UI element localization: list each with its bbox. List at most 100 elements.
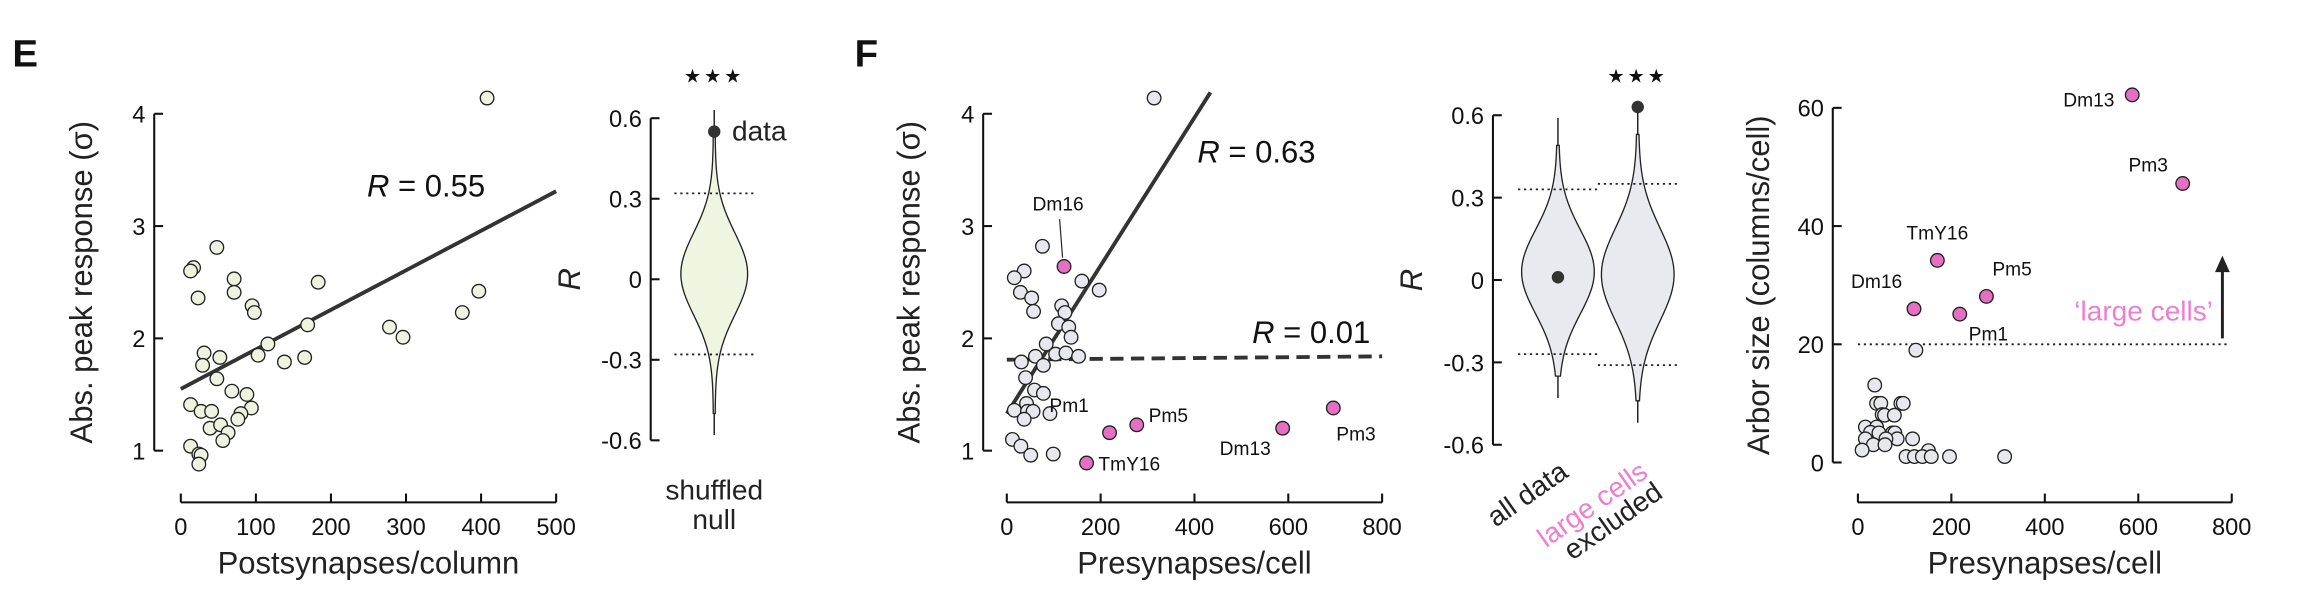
panel-label-e: E xyxy=(12,32,38,75)
y-axis-label: Abs. peak response (σ) xyxy=(64,121,99,444)
large-cell-label: Dm13 xyxy=(2063,91,2114,112)
large-cell-label: Dm13 xyxy=(1220,439,1271,460)
data-point xyxy=(239,387,255,402)
data-point xyxy=(1854,442,1870,458)
data-point xyxy=(310,274,326,290)
x-tick-label: 200 xyxy=(1081,515,1120,541)
data-point xyxy=(1026,303,1042,319)
violin-body xyxy=(1520,144,1595,377)
data-point xyxy=(195,357,211,373)
large-cell-point xyxy=(1978,288,1994,304)
data-point xyxy=(382,319,397,335)
x-tick-label: 100 xyxy=(236,515,275,541)
large-cell-label: TmY16 xyxy=(1098,454,1160,475)
data-point xyxy=(1035,385,1051,401)
y-tick-label: 1 xyxy=(132,440,145,466)
y-tick-label: 2 xyxy=(961,327,974,353)
data-point xyxy=(297,350,313,365)
y-axis-label: Arbor size (columns/cell) xyxy=(1741,115,1776,455)
r-value: = 0.01 xyxy=(1274,315,1370,350)
data-point xyxy=(1895,395,1911,411)
y-tick-label: 0.3 xyxy=(1451,186,1484,212)
data-point xyxy=(1013,438,1029,454)
large-cell-point xyxy=(1056,259,1072,274)
y-axis-label: Abs. peak response (σ) xyxy=(892,121,927,444)
data-point xyxy=(260,336,276,352)
y-tick-label: -0.6 xyxy=(1443,434,1484,460)
x-tick-label: 300 xyxy=(386,515,425,541)
scatter-plot: 1 2 3 4 0 200 400 600 800 Presynapses/cell Abs. pe… xyxy=(892,90,1402,580)
x-axis-label: Presynapses/cell xyxy=(1077,545,1311,580)
x-tick-label: 800 xyxy=(2212,515,2251,541)
arrow-head-icon xyxy=(2215,255,2230,273)
data-point xyxy=(395,329,411,345)
x-axis-label: Postsynapses/column xyxy=(218,545,520,580)
r-value: = 0.63 xyxy=(1220,135,1316,170)
data-point xyxy=(1867,377,1883,393)
violin-body xyxy=(1600,133,1675,402)
data-point xyxy=(1042,406,1058,422)
x-tick-label: 800 xyxy=(1362,515,1401,541)
large-cell-point xyxy=(1129,417,1145,433)
data-point xyxy=(1035,357,1051,373)
data-point xyxy=(1923,449,1939,465)
large-cell-label: TmY16 xyxy=(1906,224,1968,245)
r-symbol: R xyxy=(1197,135,1219,170)
data-point xyxy=(276,354,292,370)
large-cell-label: Dm16 xyxy=(1033,194,1084,215)
y-tick-label: 0 xyxy=(1471,269,1484,295)
panel-label-f: F xyxy=(855,32,878,75)
data-point xyxy=(1071,348,1087,364)
significance-stars: ★★★ xyxy=(684,67,744,88)
data-point xyxy=(1942,449,1957,465)
violin-body xyxy=(680,136,749,415)
data-point xyxy=(183,263,199,279)
data-point xyxy=(230,411,246,427)
data-point xyxy=(1905,431,1921,447)
large-cell-point xyxy=(1906,301,1922,317)
y-tick-label: 0 xyxy=(629,268,642,294)
data-point xyxy=(1997,449,2013,465)
large-cell-label: Pm1 xyxy=(1049,396,1088,417)
x-tick-label: 200 xyxy=(1932,515,1971,541)
y-tick-label: -0.3 xyxy=(601,349,642,375)
y-tick-label: 1 xyxy=(961,440,974,466)
data-point xyxy=(226,284,242,300)
y-tick-label: 3 xyxy=(961,215,974,241)
data-point xyxy=(1018,370,1034,386)
x-tick-label: 600 xyxy=(1269,515,1308,541)
x-tick-label: 0 xyxy=(1851,515,1864,541)
data-point xyxy=(1886,407,1902,423)
data-point xyxy=(1908,342,1924,358)
data-point xyxy=(1013,354,1029,370)
x-tick-label: 400 xyxy=(1175,515,1214,541)
data-point xyxy=(246,305,262,321)
y-tick-label: 2 xyxy=(132,327,145,353)
data-point xyxy=(454,305,470,321)
y-tick-label: -0.6 xyxy=(601,429,642,455)
r-symbol: R xyxy=(367,169,389,204)
label-leader-line xyxy=(1059,219,1064,258)
data-point xyxy=(226,271,242,287)
data-point xyxy=(300,317,316,333)
large-cells-label: ‘large cells’ xyxy=(2074,296,2213,327)
observed-r-dot xyxy=(1551,271,1565,284)
x-tick-label: 200 xyxy=(311,515,350,541)
data-point xyxy=(471,283,487,299)
large-cell-label: Pm3 xyxy=(1336,425,1375,446)
y-axis-label: R xyxy=(552,268,587,290)
data-point xyxy=(209,371,225,387)
data-point xyxy=(1016,411,1032,427)
fit-line xyxy=(179,189,558,391)
data-point xyxy=(1045,446,1061,462)
r-value-label: R = 0.55 xyxy=(367,169,485,204)
y-tick-label: 20 xyxy=(1798,333,1824,359)
observed-r-dot xyxy=(1631,100,1644,114)
observed-label: data xyxy=(732,115,787,146)
y-tick-label: 3 xyxy=(132,215,145,241)
large-cell-label: Pm1 xyxy=(1969,325,2008,346)
y-tick-label: 4 xyxy=(961,103,974,129)
data-point xyxy=(204,403,220,419)
